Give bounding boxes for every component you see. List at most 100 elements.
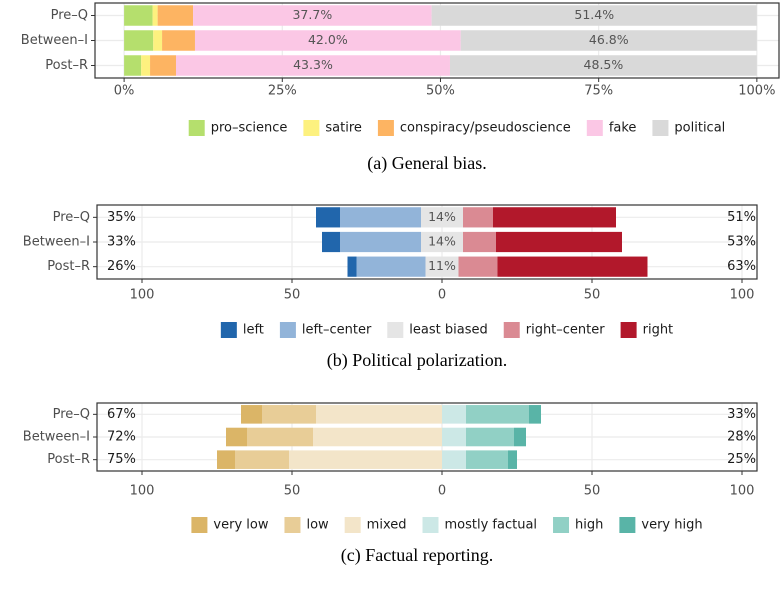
side-label: 25% bbox=[727, 452, 756, 467]
legend-swatch bbox=[620, 322, 637, 338]
bar-segment bbox=[162, 30, 195, 51]
y-tick-label: Between–I bbox=[23, 430, 90, 445]
bar-segment bbox=[247, 427, 313, 447]
bar-segment bbox=[425, 256, 459, 277]
y-tick-label: Between–I bbox=[21, 33, 88, 48]
x-tick-label: 25% bbox=[268, 84, 297, 99]
bar-segment bbox=[529, 405, 541, 424]
data-label: 14% bbox=[428, 209, 456, 224]
bar-segment bbox=[508, 450, 517, 469]
legend-label: conspiracy/pseudoscience bbox=[400, 121, 571, 136]
legend-label: political bbox=[674, 121, 725, 136]
legend-swatch bbox=[553, 517, 570, 533]
bar-segment bbox=[431, 5, 757, 26]
bar-segment bbox=[466, 405, 529, 424]
side-label: 51% bbox=[727, 210, 756, 225]
bar-segment bbox=[124, 30, 154, 51]
bar-segment bbox=[463, 231, 496, 253]
bar-segment bbox=[493, 207, 616, 228]
data-label: 11% bbox=[428, 258, 456, 273]
bar-segment bbox=[421, 231, 463, 253]
bar-segment bbox=[313, 427, 442, 447]
side-label: 35% bbox=[107, 210, 136, 225]
data-label: 42.0% bbox=[308, 32, 348, 47]
x-tick-label: 50 bbox=[584, 288, 601, 303]
y-tick-label: Pre–Q bbox=[51, 8, 88, 23]
data-label: 37.7% bbox=[292, 7, 332, 22]
x-tick-label: 100% bbox=[738, 84, 775, 99]
side-label: 33% bbox=[727, 407, 756, 422]
legend-label: mostly factual bbox=[445, 518, 538, 533]
side-label: 33% bbox=[107, 235, 136, 250]
bar-segment bbox=[356, 256, 426, 277]
legend-swatch bbox=[387, 322, 404, 338]
legend-swatch bbox=[191, 517, 208, 533]
bar-segment bbox=[463, 207, 493, 228]
bar-segment bbox=[289, 450, 442, 469]
legend-label: very low bbox=[213, 518, 268, 533]
bar-segment bbox=[442, 405, 466, 424]
legend-label: mixed bbox=[367, 518, 407, 533]
bar-segment bbox=[226, 427, 247, 447]
bar-segment bbox=[194, 30, 461, 51]
bar-segment bbox=[442, 427, 466, 447]
legend-swatch bbox=[284, 517, 301, 533]
data-label: 14% bbox=[428, 234, 456, 249]
bar-segment bbox=[152, 5, 158, 26]
data-label: 48.5% bbox=[584, 57, 624, 72]
legend-swatch bbox=[188, 120, 205, 136]
y-tick-label: Post–R bbox=[47, 452, 90, 467]
panel-border bbox=[94, 2, 780, 79]
side-label: 28% bbox=[727, 430, 756, 445]
bar-segment bbox=[340, 231, 421, 253]
legend-swatch bbox=[344, 517, 361, 533]
bar-segment bbox=[449, 55, 757, 76]
bar-segment bbox=[262, 405, 316, 424]
bar-segment bbox=[241, 405, 262, 424]
bar-segment bbox=[124, 5, 153, 26]
caption: (b) Political polarization. bbox=[327, 350, 507, 371]
legend-label: right bbox=[643, 323, 674, 338]
panel-border bbox=[96, 402, 758, 472]
bar-segment bbox=[150, 55, 176, 76]
legend-label: high bbox=[575, 518, 603, 533]
y-tick-label: Post–R bbox=[47, 259, 90, 274]
side-label: 26% bbox=[107, 259, 136, 274]
x-tick-label: 50 bbox=[284, 288, 301, 303]
x-tick-label: 75% bbox=[584, 84, 613, 99]
x-tick-label: 50% bbox=[426, 84, 455, 99]
panel-border bbox=[96, 204, 758, 280]
bar-segment bbox=[322, 231, 340, 253]
side-label: 63% bbox=[727, 259, 756, 274]
side-label: 53% bbox=[727, 235, 756, 250]
bar-segment bbox=[153, 30, 163, 51]
y-tick-label: Pre–Q bbox=[53, 210, 90, 225]
legend-swatch bbox=[422, 517, 439, 533]
x-tick-label: 0 bbox=[438, 288, 446, 303]
legend-swatch bbox=[586, 120, 603, 136]
caption: (c) Factual reporting. bbox=[341, 545, 493, 566]
caption: (a) General bias. bbox=[367, 153, 486, 174]
legend-swatch bbox=[503, 322, 520, 338]
legend-label: fake bbox=[609, 121, 637, 136]
legend-label: least biased bbox=[409, 323, 487, 338]
legend-swatch bbox=[279, 322, 296, 338]
legend-label: right–center bbox=[526, 323, 606, 338]
bar-segment bbox=[421, 207, 463, 228]
legend-label: low bbox=[306, 518, 329, 533]
legend-swatch bbox=[377, 120, 394, 136]
side-label: 72% bbox=[107, 430, 136, 445]
legend-swatch bbox=[303, 120, 320, 136]
bar-segment bbox=[496, 231, 622, 253]
bar-segment bbox=[217, 450, 235, 469]
bar-segment bbox=[466, 427, 514, 447]
bar-segment bbox=[347, 256, 357, 277]
bar-segment bbox=[340, 207, 421, 228]
legend-label: left–center bbox=[302, 323, 372, 338]
x-tick-label: 100 bbox=[730, 288, 755, 303]
side-label: 75% bbox=[107, 452, 136, 467]
legend-label: very high bbox=[641, 518, 702, 533]
data-label: 46.8% bbox=[589, 32, 629, 47]
bar-segment bbox=[466, 450, 508, 469]
